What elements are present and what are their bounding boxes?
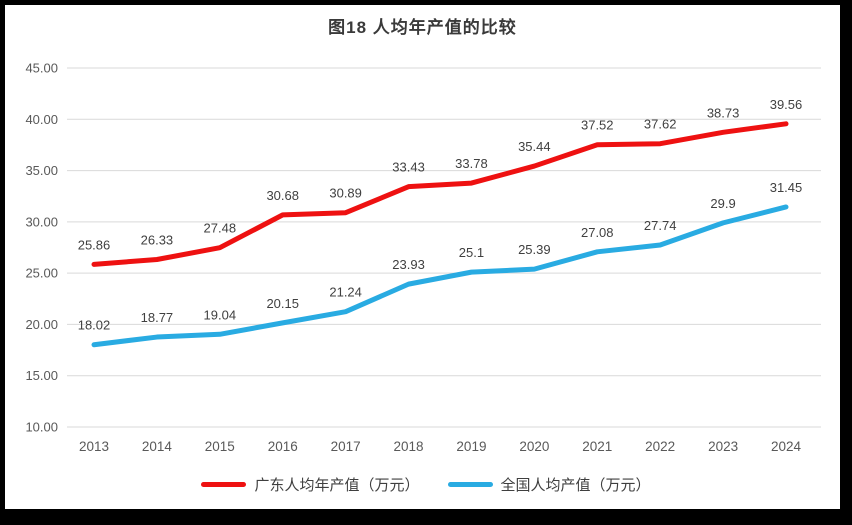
data-label-guangdong: 38.73	[707, 105, 740, 120]
legend-line-swatch-national	[447, 482, 493, 487]
x-tick-label: 2020	[519, 439, 549, 454]
x-tick-label: 2024	[771, 439, 802, 454]
y-tick-label: 20.00	[25, 317, 58, 332]
data-label-national: 31.45	[770, 180, 803, 195]
data-label-guangdong: 30.89	[329, 186, 362, 201]
data-label-national: 27.08	[581, 225, 614, 240]
series-line-guangdong	[91, 121, 789, 267]
data-label-national: 19.04	[204, 307, 237, 322]
data-label-guangdong: 30.68	[266, 188, 299, 203]
data-label-guangdong: 39.56	[770, 97, 803, 112]
data-label-guangdong: 35.44	[518, 139, 551, 154]
data-label-national: 21.24	[329, 285, 362, 300]
x-tick-label: 2022	[645, 439, 675, 454]
y-tick-label: 40.00	[25, 112, 58, 127]
y-tick-label: 45.00	[25, 61, 58, 76]
y-tick-label: 15.00	[25, 368, 58, 383]
legend-line-swatch-guangdong	[201, 482, 247, 487]
legend-item-national: 全国人均产值（万元）	[447, 474, 651, 495]
y-tick-label: 25.00	[25, 266, 58, 281]
legend-label-national: 全国人均产值（万元）	[500, 477, 651, 494]
y-tick-label: 30.00	[25, 214, 58, 229]
data-label-guangdong: 27.48	[204, 221, 237, 236]
data-label-guangdong: 25.86	[78, 237, 111, 252]
x-tick-label: 2013	[79, 439, 109, 454]
data-label-guangdong: 37.52	[581, 118, 614, 133]
y-tick-label: 35.00	[25, 163, 58, 178]
data-label-national: 20.15	[266, 296, 299, 311]
data-label-national: 23.93	[392, 257, 425, 272]
x-tick-label: 2023	[708, 439, 738, 454]
x-tick-label: 2014	[142, 439, 173, 454]
x-tick-label: 2021	[582, 439, 612, 454]
chart-title: 图18 人均年产值的比较	[328, 18, 517, 37]
y-tick-label: 10.00	[25, 420, 58, 435]
data-label-guangdong: 33.43	[392, 160, 425, 175]
data-label-national: 29.9	[710, 196, 735, 211]
data-label-guangdong: 37.62	[644, 117, 677, 132]
legend: 广东人均年产值（万元） 全国人均产值（万元）	[0, 474, 852, 495]
data-label-national: 18.02	[78, 318, 111, 333]
data-label-national: 25.39	[518, 242, 551, 257]
x-tick-label: 2019	[456, 439, 486, 454]
series-line-national	[91, 204, 789, 348]
data-label-guangdong: 26.33	[141, 233, 174, 248]
data-label-national: 25.1	[459, 245, 484, 260]
data-label-national: 18.77	[141, 310, 174, 325]
x-tick-label: 2015	[205, 439, 235, 454]
legend-label-guangdong: 广东人均年产值（万元）	[254, 477, 420, 494]
x-tick-label: 2017	[331, 439, 361, 454]
legend-item-guangdong: 广东人均年产值（万元）	[201, 474, 420, 495]
data-label-national: 27.74	[644, 218, 677, 233]
x-tick-label: 2018	[394, 439, 424, 454]
x-tick-label: 2016	[268, 439, 298, 454]
data-label-guangdong: 33.78	[455, 156, 488, 171]
